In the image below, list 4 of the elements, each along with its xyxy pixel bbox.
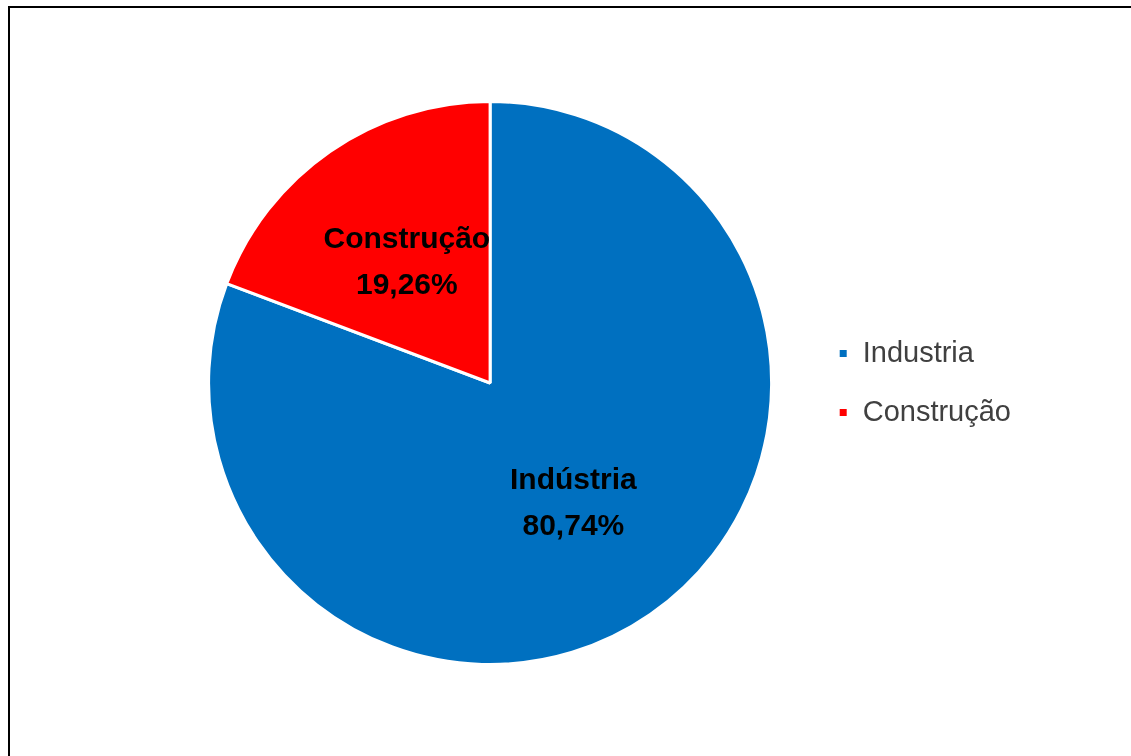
data-label: Construção 19,26% bbox=[323, 220, 491, 300]
data-label: Indústria 80,74% bbox=[510, 461, 638, 541]
legend-label: Industria bbox=[862, 335, 975, 368]
legend-label: Construção bbox=[862, 394, 1012, 427]
